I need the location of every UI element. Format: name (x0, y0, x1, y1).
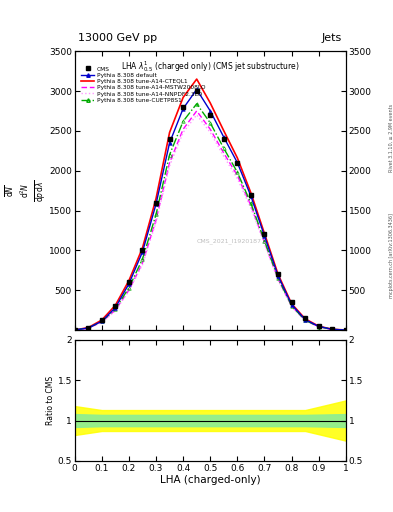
Text: CMS_2021_I1920187: CMS_2021_I1920187 (197, 238, 262, 244)
Text: Rivet 3.1.10, ≥ 2.9M events: Rivet 3.1.10, ≥ 2.9M events (389, 104, 393, 173)
Legend: CMS, Pythia 8.308 default, Pythia 8.308 tune-A14-CTEQL1, Pythia 8.308 tune-A14-M: CMS, Pythia 8.308 default, Pythia 8.308 … (80, 65, 206, 104)
X-axis label: LHA (charged-only): LHA (charged-only) (160, 475, 261, 485)
Text: LHA $\lambda^{1}_{0.5}$ (charged only) (CMS jet substructure): LHA $\lambda^{1}_{0.5}$ (charged only) (… (121, 59, 299, 74)
Y-axis label: Ratio to CMS: Ratio to CMS (46, 376, 55, 425)
Text: Jets: Jets (321, 33, 342, 44)
Text: mcplots.cern.ch [arXiv:1306.3436]: mcplots.cern.ch [arXiv:1306.3436] (389, 214, 393, 298)
Text: 13000 GeV pp: 13000 GeV pp (78, 33, 158, 44)
Y-axis label: $\mathrm{1}$
$\overline{\mathrm{d}N}$
$\mathrm{d}^2\!N$
$\overline{\mathrm{d}p\,: $\mathrm{1}$ $\overline{\mathrm{d}N}$ $\… (0, 180, 48, 202)
